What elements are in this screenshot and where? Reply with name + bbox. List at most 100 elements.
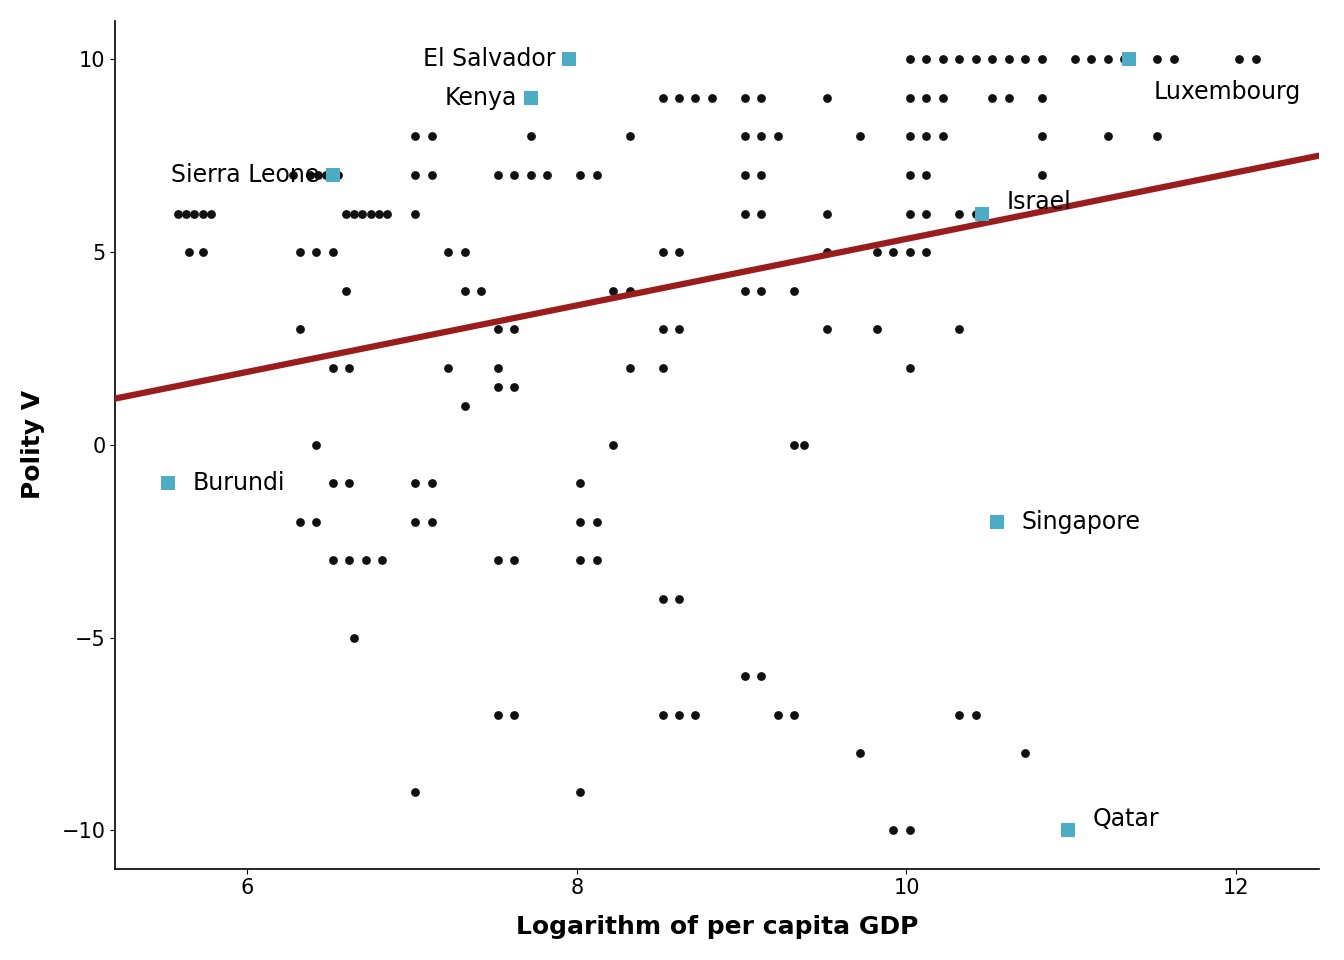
Point [915,129,937,144]
Point [668,245,689,260]
Point [504,167,526,182]
Point [558,52,579,67]
Point [734,129,755,144]
Point [335,283,356,299]
Point [965,52,986,67]
Point [289,322,310,337]
Point [421,129,442,144]
Point [520,90,542,106]
Point [192,245,214,260]
Point [327,167,348,182]
Point [405,475,426,491]
Point [734,205,755,221]
Point [866,322,887,337]
Point [1058,823,1079,838]
Point [586,515,607,530]
Point [684,90,706,106]
Point [817,90,839,106]
Point [504,322,526,337]
Point [157,475,179,491]
Point [405,784,426,800]
Point [344,205,366,221]
Point [504,553,526,568]
Point [618,360,640,375]
Point [405,129,426,144]
Point [652,322,673,337]
Text: Luxembourg: Luxembourg [1153,80,1301,104]
Point [899,823,921,838]
Point [1081,52,1102,67]
Point [487,167,508,182]
Point [883,245,905,260]
Point [570,475,591,491]
Point [305,437,327,452]
Point [487,379,508,395]
Point [504,707,526,722]
Point [899,167,921,182]
Point [536,167,558,182]
Point [323,245,344,260]
Point [360,205,382,221]
Point [668,707,689,722]
Point [487,553,508,568]
Point [915,167,937,182]
Point [899,90,921,106]
Point [602,437,624,452]
Point [570,784,591,800]
Point [298,167,320,182]
Point [586,167,607,182]
Point [668,591,689,607]
Point [751,283,773,299]
Point [915,90,937,106]
Point [668,90,689,106]
Point [421,475,442,491]
Point [817,245,839,260]
Point [421,167,442,182]
Point [305,515,327,530]
Text: Burundi: Burundi [192,471,285,495]
Point [618,129,640,144]
Y-axis label: Polity V: Polity V [22,391,44,499]
Point [487,360,508,375]
Point [454,245,476,260]
Point [999,90,1020,106]
Point [767,129,789,144]
Point [179,245,200,260]
Point [972,205,993,221]
Point [1015,746,1036,761]
Point [899,129,921,144]
Point [931,90,953,106]
Point [652,245,673,260]
Point [684,707,706,722]
Point [915,205,937,221]
Point [339,360,360,375]
Point [652,90,673,106]
Point [849,746,871,761]
Point [437,245,458,260]
Point [866,245,887,260]
Point [405,515,426,530]
Point [570,515,591,530]
Point [1245,52,1266,67]
Point [751,129,773,144]
Point [668,322,689,337]
Point [751,167,773,182]
Point [1031,52,1052,67]
Point [470,283,492,299]
Point [520,129,542,144]
Point [570,167,591,182]
Point [949,205,970,221]
Point [192,205,214,221]
Text: Kenya: Kenya [445,85,517,109]
Point [965,205,986,221]
Text: El Salvador: El Salvador [423,47,555,71]
Point [344,630,366,645]
Point [883,823,905,838]
Point [1118,52,1140,67]
Point [1228,52,1250,67]
Point [981,52,1003,67]
Point [371,553,392,568]
Point [454,398,476,414]
Point [734,167,755,182]
Point [323,360,344,375]
